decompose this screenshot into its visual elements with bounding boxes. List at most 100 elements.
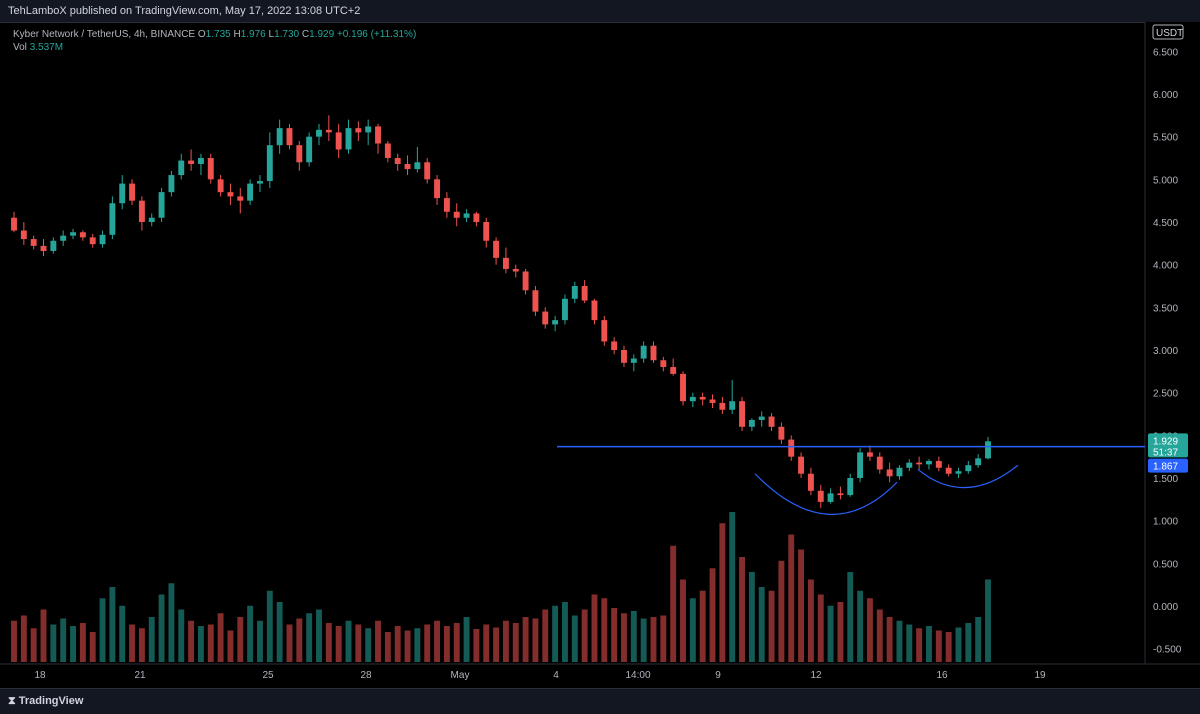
brand-text: TradingView — [18, 695, 84, 707]
volume-bar — [857, 590, 864, 662]
candle-body — [611, 341, 618, 350]
volume-bar — [11, 620, 17, 662]
candle-body — [384, 143, 391, 158]
volume-bar — [768, 590, 775, 662]
volume-bar — [316, 609, 322, 662]
open-value: 1.735 — [205, 29, 231, 40]
volume-bar — [522, 617, 529, 662]
volume-bar — [591, 594, 598, 662]
candle-body — [778, 426, 785, 440]
x-tick-label: 4 — [553, 670, 559, 681]
volume-bar — [561, 602, 568, 662]
volume-bar — [473, 629, 480, 662]
y-tick-label: 5.000 — [1153, 175, 1178, 186]
candle-body — [689, 396, 696, 402]
volume-bar — [621, 613, 627, 662]
volume-bar — [483, 624, 490, 662]
volume-bar — [109, 587, 116, 662]
volume-bar — [542, 609, 549, 662]
candle-body — [680, 373, 686, 402]
candle-body — [188, 160, 195, 164]
candle-body — [975, 458, 982, 466]
volume-bar — [365, 628, 372, 662]
last-price-tag — [1148, 433, 1188, 458]
candle-body — [453, 211, 460, 218]
volume-bar — [286, 624, 293, 662]
candle-body — [257, 181, 263, 184]
candle-body — [168, 175, 175, 193]
candle-body — [207, 158, 214, 180]
candle-body — [729, 401, 736, 410]
volume-bar — [748, 572, 755, 662]
candle-body — [434, 179, 441, 199]
candle-body — [906, 462, 913, 468]
volume-bar — [935, 630, 942, 662]
change-value: +0.196 (+11.31%) — [336, 29, 417, 40]
price-chart[interactable]: 6.500 6.000 5.500 5.000 4.500 4.000 3.500 3.000… — [0, 22, 1200, 688]
candle-body — [178, 160, 185, 176]
candle-body — [414, 162, 421, 170]
candle-body — [866, 452, 873, 457]
x-tick-label: May — [451, 670, 470, 681]
candle-body — [443, 198, 450, 212]
candle-body — [424, 162, 431, 180]
candle-body — [601, 320, 608, 342]
candle-body — [50, 240, 57, 252]
volume-bar — [601, 598, 608, 662]
footer-bar: ⧗ TradingView — [0, 688, 1200, 714]
candle-body — [768, 416, 775, 427]
candle-body — [876, 456, 883, 470]
x-tick-label: 19 — [1034, 670, 1046, 681]
candle-body — [502, 257, 509, 269]
candle-body — [375, 126, 381, 144]
volume-bar — [630, 611, 637, 662]
volume-bar — [227, 630, 234, 662]
volume-bar — [266, 590, 273, 662]
candle-body — [758, 416, 765, 420]
tradingview-logo[interactable]: ⧗ TradingView — [8, 695, 83, 708]
candle-body — [197, 158, 204, 164]
countdown-label: 51:37 — [1153, 447, 1178, 458]
volume-bar — [89, 632, 96, 662]
y-tick-label: 2.500 — [1153, 389, 1178, 400]
candle-body — [30, 239, 37, 246]
volume-bar — [168, 583, 175, 662]
volume-bar — [188, 620, 195, 662]
high-value: 1.976 — [240, 29, 266, 40]
candle-body — [158, 192, 165, 218]
volume-bar — [453, 623, 460, 662]
y-tick-label: 6.000 — [1153, 90, 1178, 101]
y-tick-label: 0.000 — [1153, 602, 1178, 613]
candle-body — [719, 402, 726, 410]
candle-body — [79, 232, 86, 238]
candle-body — [325, 129, 332, 133]
candle-body — [916, 462, 923, 465]
x-tick-label: 12 — [810, 670, 822, 681]
volume-bar — [394, 626, 401, 662]
close-value: 1.929 — [309, 29, 335, 40]
candle-body — [335, 132, 342, 150]
volume-bar — [788, 534, 795, 662]
volume-bar — [138, 628, 145, 662]
candle-body — [699, 396, 706, 400]
candle-body — [798, 456, 805, 474]
y-tick-label: 3.000 — [1153, 346, 1178, 357]
volume-bar — [257, 620, 263, 662]
volume-label: Vol — [13, 42, 27, 53]
candle-body — [837, 493, 844, 496]
y-tick-label: 1.000 — [1153, 517, 1178, 528]
x-tick-label: 16 — [936, 670, 948, 681]
candle-body — [591, 300, 598, 321]
volume-bar — [965, 623, 972, 662]
volume-bar — [670, 545, 677, 662]
volume-bar — [424, 624, 431, 662]
candle-body — [945, 467, 952, 474]
candle-body — [296, 145, 303, 163]
level-price-label: 1.867 — [1153, 462, 1178, 473]
x-tick-label: 14:00 — [625, 670, 650, 681]
chart-legend: Kyber Network / TetherUS, 4h, BINANCE O1… — [13, 29, 416, 55]
y-tick-label: 4.500 — [1153, 218, 1178, 229]
x-tick-label: 28 — [360, 670, 372, 681]
y-tick-label: 4.000 — [1153, 261, 1178, 272]
candle-body — [109, 203, 116, 235]
